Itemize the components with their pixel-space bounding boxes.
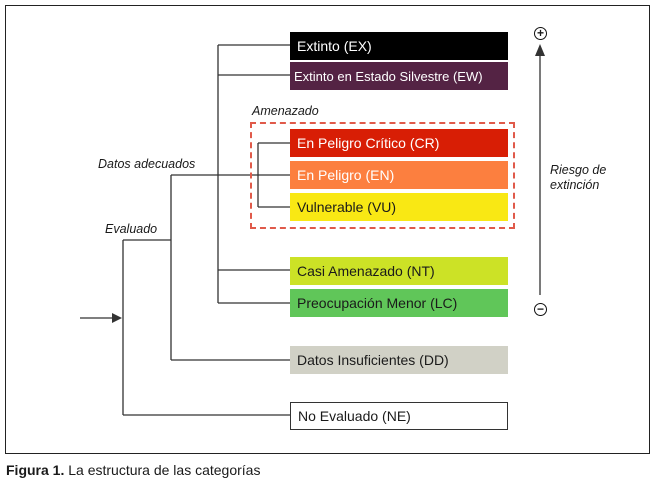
minus-circle-icon: − (534, 303, 547, 316)
category-lc: Preocupación Menor (LC) (290, 289, 508, 317)
category-ne: No Evaluado (NE) (290, 402, 508, 430)
category-ew: Extinto en Estado Silvestre (EW) (290, 62, 508, 90)
figure-caption: Figura 1. La estructura de las categoría… (6, 462, 260, 478)
caption-text: La estructura de las categorías (64, 462, 261, 478)
label-datos-adecuados: Datos adecuados (98, 157, 196, 171)
risk-arrow-head (535, 44, 545, 56)
category-nt: Casi Amenazado (NT) (290, 257, 508, 285)
category-cr: En Peligro Crítico (CR) (290, 129, 508, 157)
category-en: En Peligro (EN) (290, 161, 508, 189)
label-evaluado: Evaluado (105, 222, 158, 236)
label-amenazado: Amenazado (252, 104, 319, 118)
category-dd: Datos Insuficientes (DD) (290, 346, 508, 374)
figure-frame (5, 5, 650, 454)
entry-arrow-head (112, 313, 122, 323)
label-riesgo-de-extincion: Riesgo de extinción (550, 163, 606, 193)
caption-figure-number: Figura 1. (6, 462, 65, 478)
plus-circle-icon: + (534, 27, 547, 40)
riesgo-line-1: Riesgo de (550, 163, 607, 177)
threatened-group-frame (250, 122, 515, 229)
category-ex: Extinto (EX) (290, 32, 508, 60)
riesgo-line-2: extinción (550, 178, 600, 192)
category-vu: Vulnerable (VU) (290, 193, 508, 221)
